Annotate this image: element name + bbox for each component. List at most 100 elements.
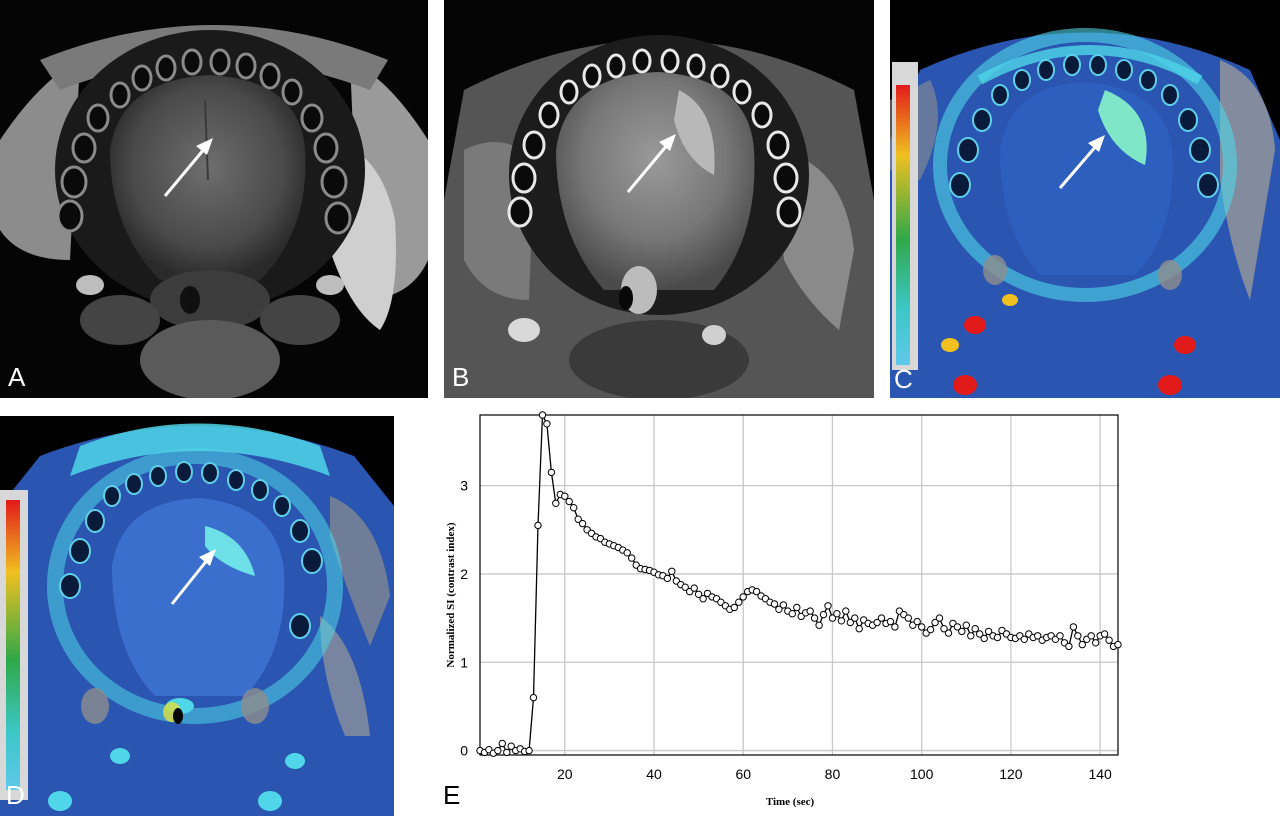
data-point [824,602,832,610]
perfusion-color-map [890,0,1280,398]
data-point [694,590,703,599]
data-point [730,603,738,612]
data-point [918,623,926,631]
plot-frame [479,414,1119,756]
white-arrow-icon [1058,135,1105,189]
data-point [967,632,975,640]
data-point [891,623,899,631]
data-point [699,595,707,603]
data-point [494,746,502,755]
x-tick-label: 120 [999,766,1023,782]
x-tick-label: 140 [1088,766,1112,782]
data-point [904,614,912,622]
data-point [851,614,859,622]
data-point [1092,639,1100,647]
x-tick-label: 80 [825,766,841,782]
data-point [552,499,560,508]
data-point [1087,632,1095,640]
data-point [1034,632,1042,640]
perfusion-color-map [0,416,394,816]
data-point [1100,630,1109,638]
panel-b-t1-contrast-image: B [444,0,874,398]
panel-label-b: B [452,362,470,392]
data-point [507,742,515,750]
data-point [958,627,966,636]
panel-c-perfusion-map: C [890,0,1280,398]
panel-label-a: A [8,362,26,392]
data-point [565,497,573,506]
data-point [1069,623,1078,631]
data-point [752,587,761,596]
data-point [503,748,511,757]
data-point [931,618,939,627]
panel-label-c: C [894,364,913,394]
panel-label-e: E [443,780,461,810]
data-point [980,634,988,643]
x-tick-labels: 20 40 60 80 100 120 140 [557,766,1112,782]
data-point [570,504,578,512]
data-point [529,693,538,702]
data-point [806,607,814,615]
data-point [815,621,823,629]
data-point [770,600,779,608]
data-point [668,567,676,576]
data-point [877,614,886,622]
x-tick-label: 60 [735,766,751,782]
data-point [681,583,689,591]
data-point [578,519,587,528]
y-axis-label: Normalized SI (contrast index) [445,522,457,667]
chart-grid [480,415,1118,755]
mri-axial-t2-image [0,0,428,398]
panel-d-perfusion-map: D [0,416,394,816]
x-axis-label: Time (sec) [766,796,815,808]
data-point [543,420,551,428]
data-point [690,584,698,592]
data-point [547,468,556,477]
white-arrow-icon [170,549,216,605]
data-point [793,603,801,612]
y-tick-label: 2 [460,566,468,582]
data-point [810,614,819,622]
data-point [498,739,507,748]
data-point [993,633,1002,642]
y-tick-label: 3 [460,478,468,494]
panel-label-d: D [6,780,25,810]
data-point [628,554,636,562]
data-point [842,607,850,615]
data-point [962,621,970,629]
panel-a-t2-image: A [0,0,428,398]
data-point [623,549,631,557]
data-point [828,614,837,622]
signal-data-points [476,411,1122,757]
data-point [935,614,944,622]
white-arrow-icon [626,134,676,193]
data-point [944,629,953,637]
data-point [534,521,542,530]
data-point [984,627,993,636]
data-point [886,617,895,626]
data-point [561,492,569,500]
data-point [976,630,984,638]
mri-axial-t1-contrast-image [444,0,874,398]
data-point [846,618,854,627]
data-point [971,625,979,633]
x-tick-label: 40 [646,766,662,782]
x-tick-label: 20 [557,766,573,782]
color-scale-bar [892,62,918,370]
data-point [1078,640,1086,649]
data-point [663,574,672,583]
data-point [1105,636,1113,644]
data-point [913,617,921,626]
signal-curve-line [479,414,1119,754]
data-point [779,601,788,609]
data-point [735,598,743,606]
data-point [1114,640,1122,649]
y-tick-label: 0 [460,743,468,759]
data-point [819,610,828,619]
data-point [739,593,747,601]
data-point [873,618,881,627]
color-scale-bar [0,490,28,800]
x-tick-label: 100 [910,766,934,782]
data-point [538,411,547,419]
data-point [953,623,962,631]
